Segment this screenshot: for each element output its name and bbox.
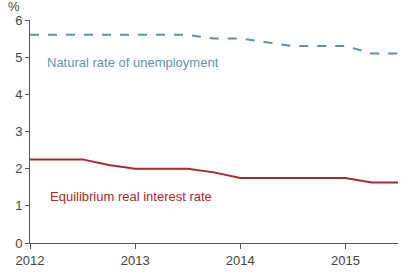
svg-text:2012: 2012: [16, 253, 45, 268]
svg-text:2013: 2013: [121, 253, 150, 268]
svg-text:Equilibrium real interest rate: Equilibrium real interest rate: [50, 189, 212, 204]
svg-text:%: %: [8, 0, 20, 14]
svg-text:6: 6: [15, 13, 22, 28]
svg-text:Natural rate of unemployment: Natural rate of unemployment: [47, 55, 219, 70]
svg-text:5: 5: [15, 50, 22, 65]
svg-text:0: 0: [15, 236, 22, 251]
svg-text:1: 1: [15, 198, 22, 213]
svg-text:2: 2: [15, 161, 22, 176]
svg-text:4: 4: [15, 87, 22, 102]
svg-text:3: 3: [15, 124, 22, 139]
svg-text:2015: 2015: [331, 253, 360, 268]
svg-text:2014: 2014: [226, 253, 255, 268]
